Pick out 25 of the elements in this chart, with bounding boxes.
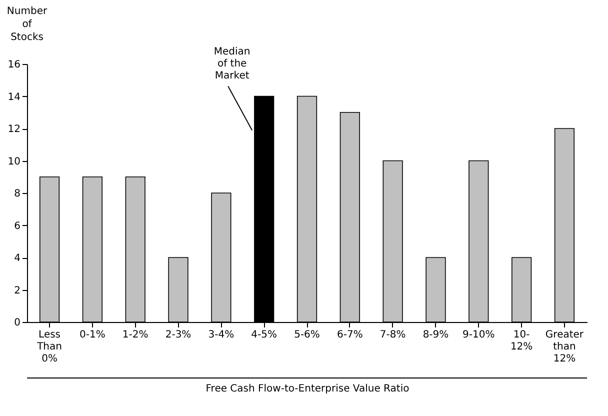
x-tick-label: 7-8% xyxy=(380,330,406,340)
annotation: Median of the Market xyxy=(214,46,250,82)
y-tick-label: 2 xyxy=(14,285,20,296)
x-tick-label: 5-6% xyxy=(294,330,320,340)
x-axis-title: Free Cash Flow-to-Enterprise Value Ratio xyxy=(206,384,410,394)
x-tick-label: 8-9% xyxy=(422,330,449,340)
y-tick-label: 4 xyxy=(14,253,20,264)
y-tick-label: 16 xyxy=(8,60,20,70)
x-tick-label: Greater than 12% xyxy=(545,330,584,364)
x-tick-label: 0-1% xyxy=(80,330,106,340)
y-tick-label: 12 xyxy=(8,124,20,135)
x-tick-label: 4-5% xyxy=(251,330,278,340)
y-axis-title: Number of Stocks xyxy=(6,6,48,43)
x-tick-label: 3-4% xyxy=(208,330,234,340)
x-tick-label: 2-3% xyxy=(165,330,192,340)
y-tick-label: 6 xyxy=(14,220,20,232)
y-tick-label: 14 xyxy=(8,92,20,103)
y-tick-label: 0 xyxy=(14,318,20,328)
y-tick-label: 10 xyxy=(8,156,20,168)
x-tick-label: Less Than 0% xyxy=(36,330,62,364)
y-tick-label: 8 xyxy=(14,188,20,200)
x-tick-label: 6-7% xyxy=(336,330,363,340)
x-tick-label: 9-10% xyxy=(462,330,495,340)
x-tick-label: 10-12% xyxy=(510,330,533,352)
x-tick-label: 1-2% xyxy=(122,330,148,340)
